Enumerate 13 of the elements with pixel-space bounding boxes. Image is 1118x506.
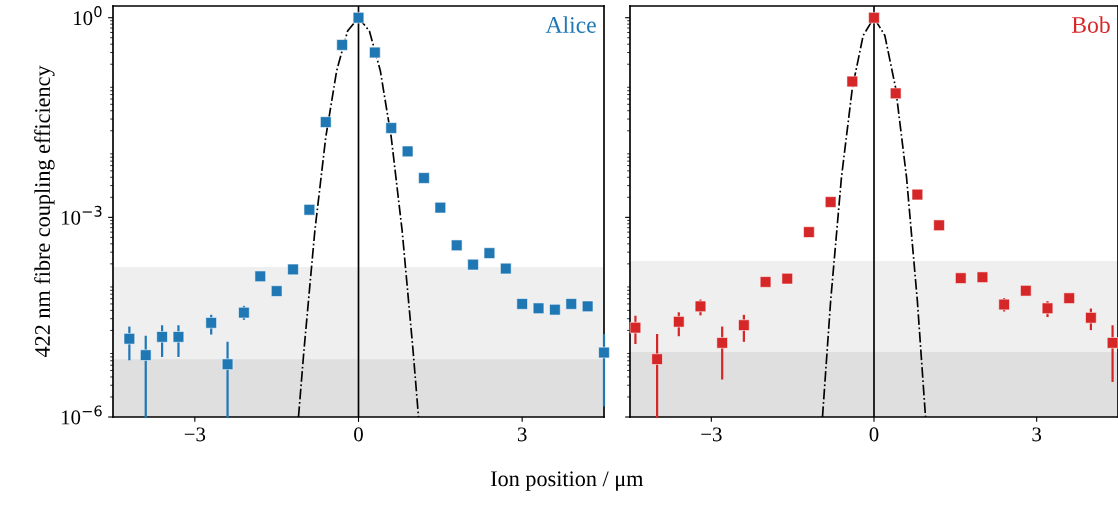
text: Bob — [1072, 16, 1110, 33]
y-axis-title: 422 nm fibre coupling efficiency — [34, 65, 55, 358]
x-tick-label: −3 — [701, 427, 722, 442]
x-tick-label: 3 — [517, 427, 527, 442]
x-axis-title: Ion position / μm — [490, 471, 644, 491]
y-tick-label: 10$^{0}$ — [74, 6, 102, 26]
y-tick-label: 10$^{−6}$ — [61, 405, 102, 425]
x-tick-label: 0 — [869, 427, 879, 442]
x-tick-label: −3 — [184, 427, 206, 442]
y-tick-label: 10$^{−3}$ — [61, 205, 102, 225]
x-tick-label: 0 — [354, 427, 363, 442]
x-tick-label: 3 — [1032, 427, 1042, 442]
text: Alice — [545, 16, 596, 33]
